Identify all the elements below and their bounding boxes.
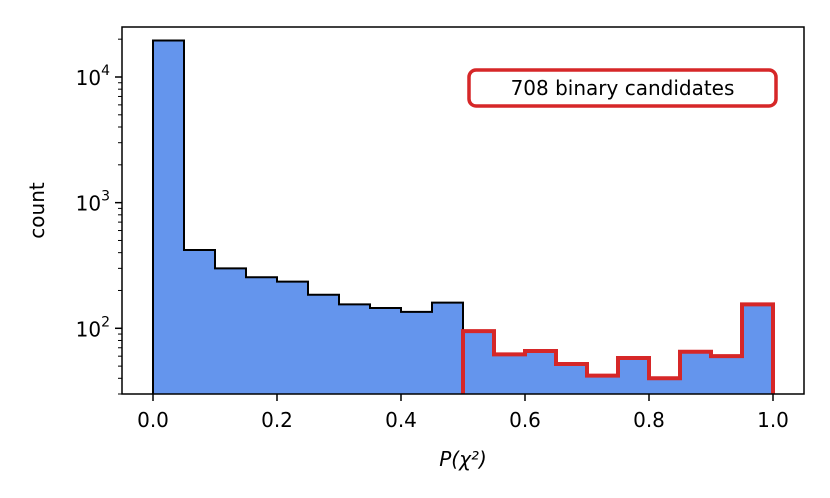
- x-tick-label: 0.0: [137, 408, 169, 432]
- histogram-bar: [618, 358, 649, 394]
- x-tick-label: 1.0: [757, 408, 789, 432]
- x-tick-label: 0.4: [385, 408, 417, 432]
- histogram-bar: [649, 378, 680, 394]
- plot-frame: [121, 26, 805, 395]
- x-tick-label: 0.2: [261, 408, 293, 432]
- histogram-bar: [308, 294, 339, 394]
- x-tick-label: 0.6: [509, 408, 541, 432]
- histogram-bar: [556, 363, 587, 394]
- binary-candidates-highlight: [461, 302, 775, 394]
- histogram-bars: [153, 40, 773, 394]
- histogram-bar: [401, 311, 432, 394]
- histogram-bar: [277, 281, 308, 394]
- x-axis-ticks: 0.0 0.2 0.4 0.6 0.8 1.0: [137, 394, 789, 432]
- histogram-bar: [339, 304, 370, 394]
- y-axis-label: count: [25, 182, 49, 239]
- y-tick-label: 103: [76, 189, 110, 216]
- histogram-bar: [370, 308, 401, 394]
- x-axis-label: P(χ²): [439, 447, 487, 471]
- histogram-bar: [587, 375, 618, 394]
- annotation-box: 708 binary candidates: [467, 68, 778, 108]
- histogram-bar: [711, 356, 742, 394]
- histogram-bar: [246, 277, 277, 394]
- histogram-bar: [184, 249, 215, 394]
- histogram-bar: [742, 304, 773, 394]
- histogram-outline: [152, 39, 464, 394]
- histogram-bar: [153, 40, 184, 394]
- y-tick-label: 102: [76, 314, 110, 341]
- histogram-bar: [215, 268, 246, 394]
- histogram-bar: [494, 354, 525, 394]
- histogram-bar: [680, 351, 711, 394]
- annotation-border: [467, 68, 778, 108]
- annotation-text: 708 binary candidates: [511, 76, 735, 100]
- x-tick-label: 0.8: [633, 408, 665, 432]
- y-axis-ticks: 102 103 104: [76, 38, 122, 395]
- histogram-bar: [525, 350, 556, 394]
- histogram-bar: [463, 331, 494, 394]
- y-tick-label: 104: [76, 63, 110, 90]
- histogram-bar: [432, 302, 463, 394]
